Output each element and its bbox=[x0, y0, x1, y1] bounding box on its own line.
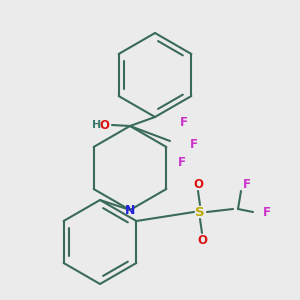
Text: N: N bbox=[125, 203, 135, 217]
Text: H: H bbox=[92, 120, 101, 130]
Text: F: F bbox=[243, 178, 251, 190]
Text: O: O bbox=[193, 178, 203, 190]
Text: O: O bbox=[197, 233, 207, 247]
Text: O: O bbox=[99, 118, 109, 131]
Text: S: S bbox=[195, 206, 205, 218]
Text: F: F bbox=[190, 137, 198, 151]
Text: F: F bbox=[178, 157, 186, 169]
Text: F: F bbox=[180, 116, 188, 130]
Text: F: F bbox=[263, 206, 271, 218]
